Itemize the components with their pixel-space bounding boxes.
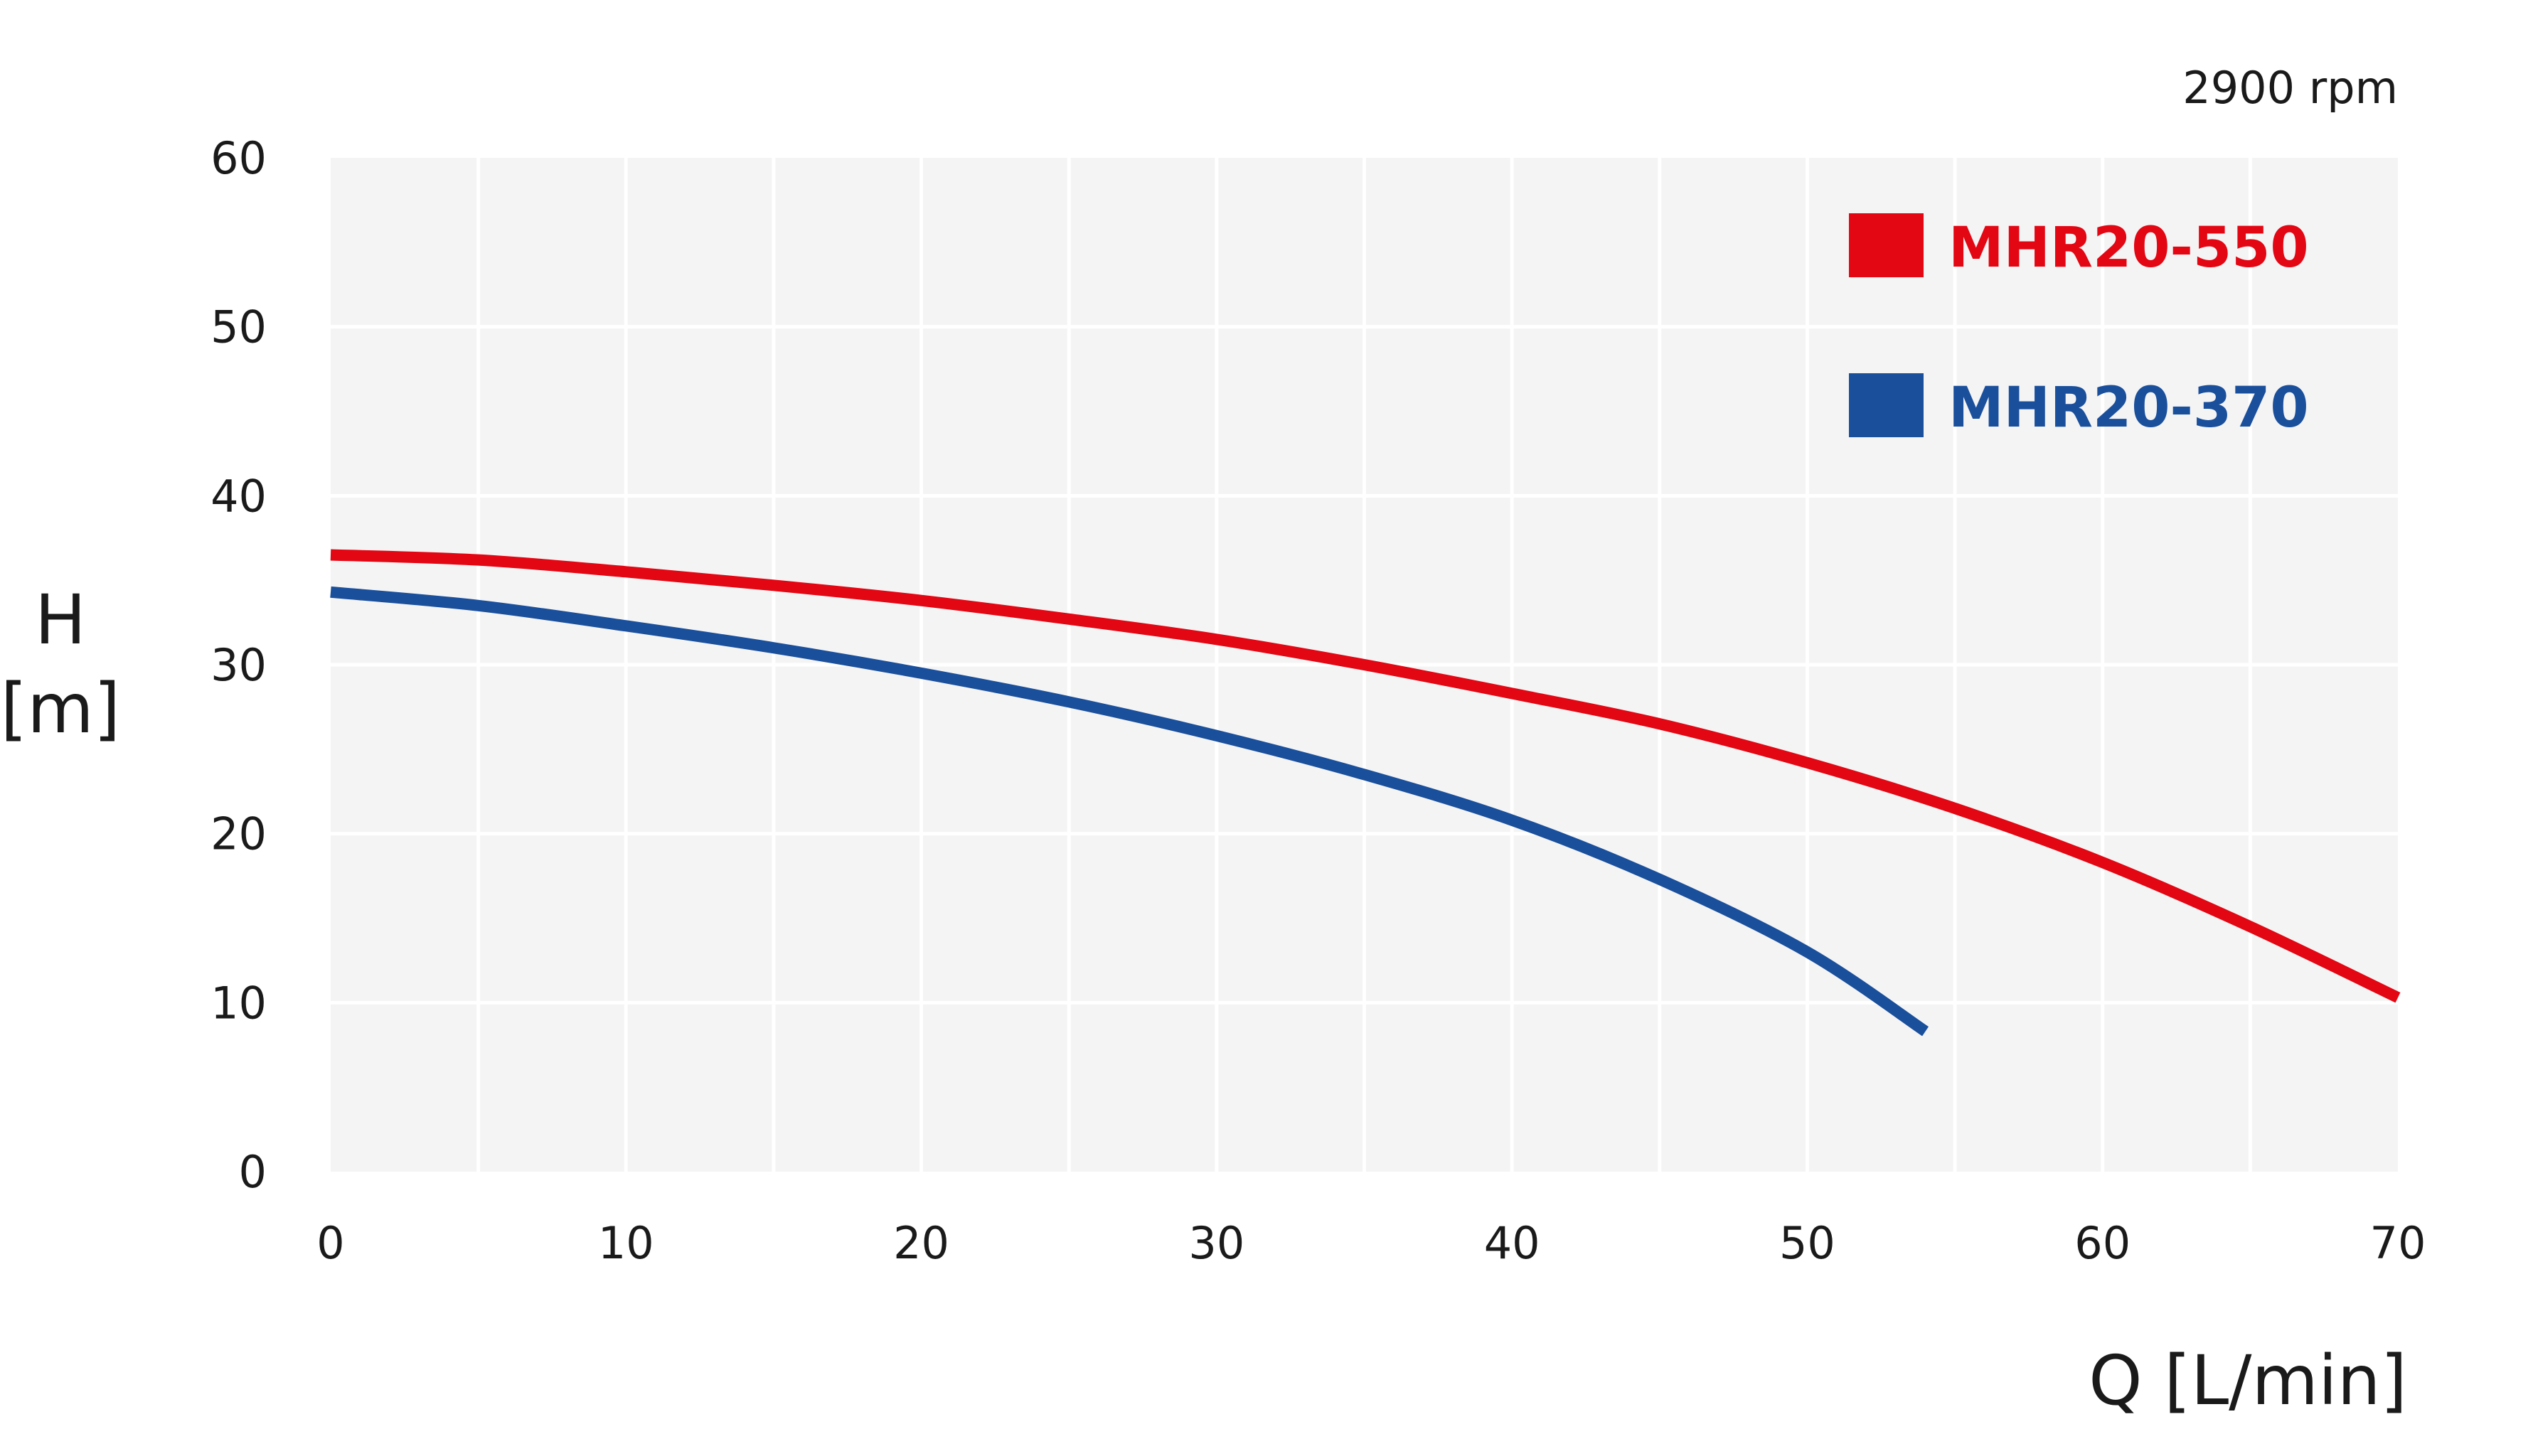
series-line-mhr20-550 — [330, 549, 2401, 1003]
y-axis-title-unit: [m] — [1, 669, 120, 749]
y-axis-ticks: 0 10 20 30 40 50 60 — [210, 132, 267, 1198]
legend: MHR20-550 MHR20-370 — [1849, 213, 2309, 440]
x-tick-label: 10 — [598, 1217, 654, 1269]
x-tick-label: 30 — [1188, 1217, 1244, 1269]
grid-lines — [331, 158, 2398, 1172]
x-tick-label: 40 — [1484, 1217, 1540, 1269]
y-tick-label: 10 — [210, 977, 267, 1029]
x-tick-label: 70 — [2370, 1217, 2426, 1269]
y-tick-label: 0 — [239, 1146, 267, 1198]
legend-label-mhr20-370: MHR20-370 — [1948, 376, 2309, 440]
legend-swatch-mhr20-550 — [1849, 213, 1924, 277]
x-tick-label: 50 — [1779, 1217, 1835, 1269]
y-axis-title-h: H — [35, 580, 86, 660]
x-axis-title: Q [L/min] — [2089, 1341, 2407, 1420]
rpm-note: 2900 rpm — [2182, 62, 2398, 114]
y-tick-label: 60 — [210, 132, 267, 184]
x-axis-ticks: 0 10 20 30 40 50 60 70 — [316, 1217, 2426, 1269]
series-line-mhr20-370 — [330, 586, 1929, 1037]
x-tick-label: 0 — [316, 1217, 344, 1269]
y-tick-label: 40 — [210, 470, 267, 522]
series-lines — [330, 549, 2401, 1037]
legend-label-mhr20-550: MHR20-550 — [1948, 216, 2309, 280]
x-tick-label: 60 — [2074, 1217, 2131, 1269]
y-tick-label: 50 — [210, 301, 267, 353]
y-tick-label: 20 — [210, 808, 267, 860]
x-tick-label: 20 — [893, 1217, 949, 1269]
y-tick-label: 30 — [210, 639, 267, 691]
legend-swatch-mhr20-370 — [1849, 373, 1924, 437]
